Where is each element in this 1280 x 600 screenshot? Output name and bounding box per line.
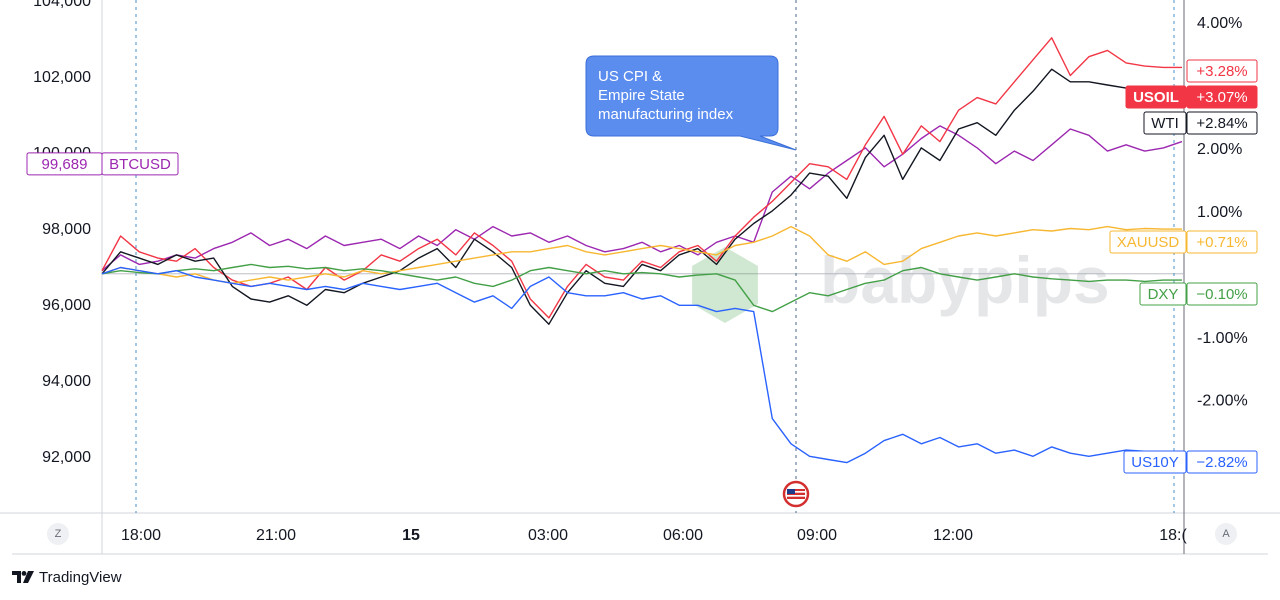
annotation-line-1: US CPI &	[598, 68, 662, 85]
usoil-symbol-label-box	[1125, 85, 1187, 109]
wti-symbol-label: WTI	[1143, 111, 1187, 135]
xauusd-value-label-text: +0.71%	[1196, 234, 1247, 251]
series-line-us10y	[101, 266, 1182, 464]
brand-name: TradingView	[39, 568, 122, 586]
us10y-symbol-label: US10Y	[1123, 450, 1187, 474]
wti-value-label-box	[1186, 111, 1258, 135]
series-line-dxy	[101, 263, 1182, 313]
xauusd-value-label-box	[1186, 230, 1258, 254]
time-axis-tick: 12:00	[933, 527, 973, 544]
z-axis-button[interactable]: Z	[47, 523, 69, 545]
right-axis-tick: 1.00%	[1197, 204, 1242, 221]
btcusd-value-label-text: 99,689	[42, 156, 88, 173]
right-axis-tick: 4.00%	[1197, 15, 1242, 32]
time-axis-tick: 15	[402, 527, 420, 544]
time-axis-tick: 18:(	[1159, 527, 1187, 544]
right-axis-tick: -2.00%	[1197, 393, 1248, 410]
usoil-value-label: +3.07%	[1186, 85, 1258, 109]
series-lines	[101, 37, 1183, 464]
time-axis: 18:00 21:00 15 03:00 06:00 09:00 12:00 18:(	[121, 527, 1187, 544]
time-axis-tick: 21:00	[256, 527, 296, 544]
tradingview-logo[interactable]: TradingView	[12, 566, 122, 588]
left-axis-tick: 94,000	[42, 373, 91, 390]
tradingview-logo-icon	[12, 571, 34, 583]
watermark: babypips	[692, 243, 1110, 323]
dxy-value-label-text: −0.10%	[1196, 286, 1247, 303]
last-value-labels: +3.28% USOIL +3.07% WTI +2.84% XAUUSD +0.71% DX…	[26, 59, 1258, 474]
series-line-xauusd	[101, 225, 1182, 284]
dxy-value-label-box	[1186, 282, 1258, 306]
flag-stripe	[787, 491, 805, 493]
usoil-value-label-box	[1186, 85, 1258, 109]
wti-symbol-label-box	[1143, 111, 1187, 135]
btcusd-symbol-text: BTCUSD	[109, 156, 171, 173]
xauusd-value-label: +0.71%	[1186, 230, 1258, 254]
time-axis-tick: 09:00	[797, 527, 837, 544]
xauusd-symbol-label-text: XAUUSD	[1117, 234, 1180, 251]
dxy-symbol-label: DXY	[1139, 282, 1187, 306]
annotation-bubble	[585, 55, 797, 151]
left-axis-tick: 96,000	[42, 297, 91, 314]
dxy-value-label: −0.10%	[1186, 282, 1258, 306]
watermark-logo-icon	[692, 247, 758, 323]
us10y-symbol-label-text: US10Y	[1131, 454, 1179, 471]
flag-stripes	[787, 489, 805, 499]
wti-value-label-text: +2.84%	[1196, 115, 1247, 132]
time-axis-tick: 18:00	[121, 527, 161, 544]
xauusd-symbol-label: XAUUSD	[1109, 230, 1187, 254]
usoil-value-label-top-text: +3.28%	[1196, 63, 1247, 80]
dxy-symbol-label-box	[1139, 282, 1187, 306]
annotation-line-3: manufacturing index	[598, 106, 734, 123]
us10y-value-label-box	[1186, 450, 1258, 474]
time-axis-tick: 03:00	[528, 527, 568, 544]
wti-symbol-label-text: WTI	[1151, 115, 1179, 132]
series-line-wti	[101, 68, 1183, 325]
usoil-value-label-top: +3.28%	[1186, 59, 1258, 83]
us10y-symbol-label-box	[1123, 450, 1187, 474]
flag-stripe	[787, 495, 805, 497]
usoil-symbol-label: USOIL	[1125, 85, 1187, 109]
wti-value-label: +2.84%	[1186, 111, 1258, 135]
right-axis-tick: -1.00%	[1197, 330, 1248, 347]
left-axis-tick: 104,000	[33, 0, 91, 10]
left-axis-tick: 92,000	[42, 449, 91, 466]
usoil-value-label-top-box	[1186, 59, 1258, 83]
flag-canton	[787, 489, 795, 494]
time-axis-tick: 06:00	[663, 527, 703, 544]
usoil-value-label-text: +3.07%	[1196, 89, 1247, 106]
us-flag-event-icon[interactable]	[782, 480, 810, 508]
annotation-line-2: Empire State	[598, 87, 685, 104]
right-axis-tick: 2.00%	[1197, 141, 1242, 158]
usoil-symbol-label-text: USOIL	[1133, 89, 1179, 106]
xauusd-symbol-label-box	[1109, 230, 1187, 254]
left-axis-tick: 102,000	[33, 69, 91, 86]
event-annotation: US CPI & Empire State manufacturing inde…	[585, 55, 797, 151]
btcusd-value-label: 99,689	[26, 152, 103, 176]
btcusd-symbol-box	[101, 152, 179, 176]
dxy-symbol-label-text: DXY	[1148, 286, 1179, 303]
left-axis-tick: 98,000	[42, 221, 91, 238]
us10y-value-label-text: −2.82%	[1196, 454, 1247, 471]
us10y-value-label: −2.82%	[1186, 450, 1258, 474]
left-price-axis: 104,000102,00098,00096,00094,00092,00010…	[33, 0, 91, 466]
series-line-btcusd	[101, 125, 1183, 272]
btcusd-symbol-label: BTCUSD	[101, 152, 179, 176]
auto-scale-button[interactable]: A	[1215, 523, 1237, 545]
